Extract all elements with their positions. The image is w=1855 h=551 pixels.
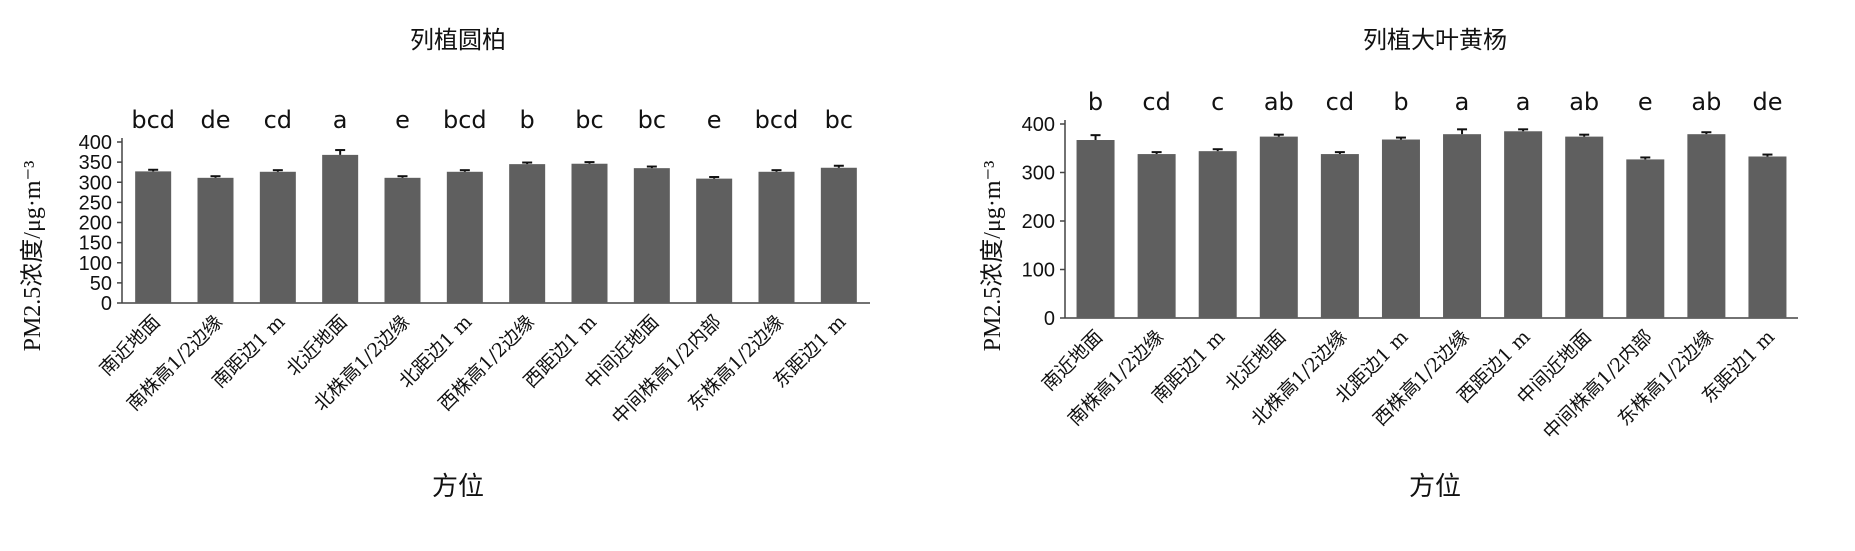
significance-label: cd [1142,88,1170,116]
significance-label: c [1211,88,1224,116]
bar [1565,136,1604,318]
significance-label: e [1638,88,1653,116]
significance-label: de [1752,88,1782,116]
y-tick-label: 100 [79,253,112,275]
bar [135,171,172,303]
significance-label: cd [1326,88,1354,116]
x-axis-label: 方位 [1409,472,1461,502]
y-tick-label: 250 [79,192,112,214]
significance-label: b [1393,88,1408,116]
significance-label: ab [1264,88,1294,116]
bar [758,171,795,303]
significance-label: bc [575,106,603,134]
y-tick-label: 100 [1022,260,1055,282]
significance-label: e [707,106,722,134]
bar [1259,136,1298,318]
significance-label: bcd [443,106,487,134]
significance-label: a [1455,88,1470,116]
y-tick-label: 350 [79,152,112,174]
y-tick-label: 300 [79,172,112,194]
significance-label: b [520,106,535,134]
bar [384,177,421,303]
significance-label: bc [825,106,853,134]
bar [1443,134,1482,318]
significance-label: bcd [131,106,175,134]
bar [446,171,483,303]
bar [1137,154,1176,318]
significance-label: a [333,106,348,134]
bar [509,164,546,303]
x-tick-label: 中间株高1/2内部 [608,311,726,429]
bar [259,171,296,303]
y-tick-label: 200 [1022,211,1055,233]
bar [1076,140,1115,318]
significance-label: e [395,106,410,134]
significance-label: a [1516,88,1531,116]
significance-label: b [1088,88,1103,116]
bar [1504,131,1543,318]
significance-label: bcd [755,106,799,134]
bar [1626,159,1665,318]
y-tick-label: 400 [79,132,112,154]
significance-label: cd [264,106,292,134]
significance-label: bc [638,106,666,134]
bar [322,154,359,303]
chart-title: 列植圆柏 [410,26,506,54]
bar [820,167,857,303]
bar [1687,134,1726,318]
y-tick-label: 400 [1022,114,1055,136]
chart-euonymus: 列植大叶黄杨0100200300400PM2.5浓度/μg·m⁻³b南近地面cd… [979,26,1798,502]
bar [571,163,608,303]
y-tick-label: 0 [101,293,112,315]
y-tick-label: 300 [1022,163,1055,185]
significance-label: ab [1691,88,1721,116]
y-axis-label: PM2.5浓度/μg·m⁻³ [979,161,1006,352]
bar [633,168,670,303]
significance-label: ab [1569,88,1599,116]
bar [696,178,733,303]
bar [1381,139,1420,318]
y-tick-label: 200 [79,213,112,235]
x-tick-label: 中间株高1/2内部 [1539,326,1657,444]
bar [1198,151,1237,318]
y-axis-label: PM2.5浓度/μg·m⁻³ [19,161,46,352]
bar [1320,154,1359,318]
chart-title: 列植大叶黄杨 [1363,26,1507,54]
y-tick-label: 0 [1044,308,1055,330]
x-axis-label: 方位 [432,472,484,502]
significance-label: de [201,106,231,134]
bar [1748,156,1787,318]
y-tick-label: 150 [79,233,112,255]
y-tick-label: 50 [90,273,112,295]
bar [197,177,234,303]
